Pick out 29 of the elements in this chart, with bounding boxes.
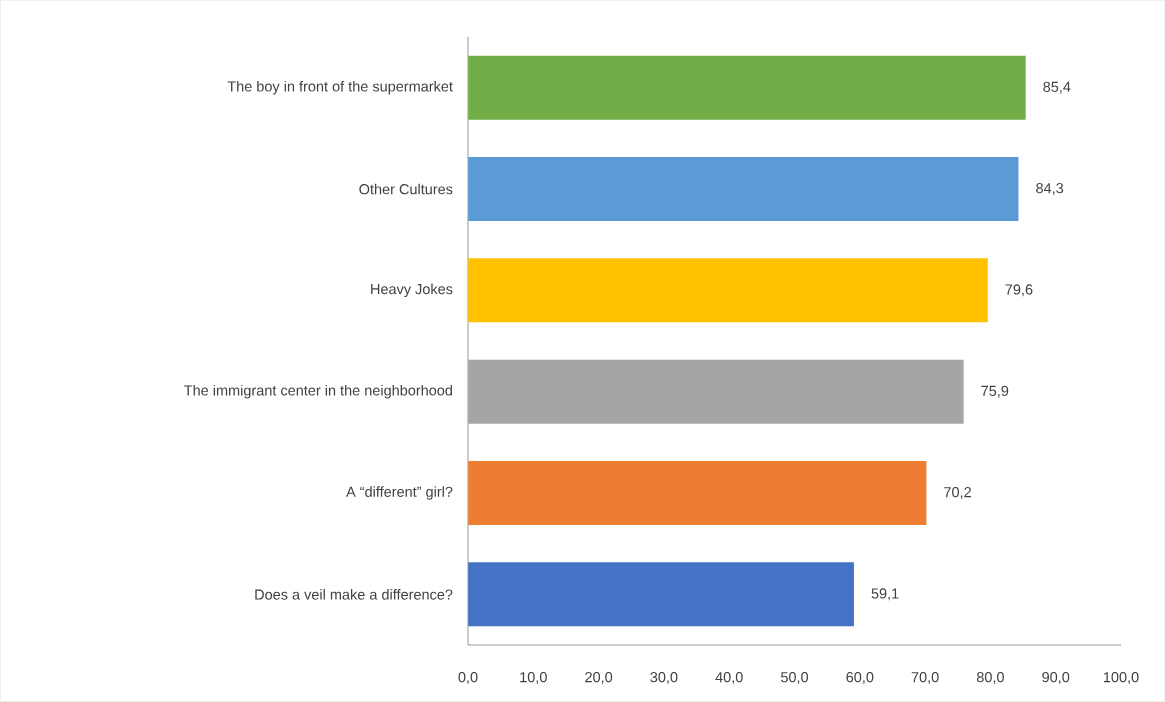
x-tick-label: 10,0 [520,672,547,685]
bar [468,359,964,424]
y-tick-label: A “different” girl? [346,486,453,500]
x-tick-label: 80,0 [976,672,1004,685]
x-tick-label: 100,0 [1103,672,1139,685]
x-tick-label: 20,0 [585,672,613,685]
x-tick-label: 50,0 [780,672,809,685]
data-label: 85,4 [1043,81,1071,94]
x-tick-label: 70,0 [911,672,939,685]
y-tick-label: The boy in front of the supermarket [227,80,453,95]
data-label: 75,9 [981,385,1009,398]
x-tick-label: 30,0 [650,672,678,685]
y-tick-label: Does a veil make a difference? [255,589,453,600]
bar [468,258,988,323]
y-tick-label: The immigrant center in the neighborhood [184,384,452,399]
data-label: 84,3 [1036,183,1064,195]
data-label: 70,2 [944,487,971,499]
data-label: 59,1 [871,588,899,601]
bar [468,55,1026,120]
x-tick-label: 0,0 [458,672,478,685]
x-tick-label: 90,0 [1042,672,1070,685]
x-tick-label: 60,0 [846,672,874,685]
y-tick-label: Other Cultures [359,183,453,195]
x-tick-label: 40,0 [715,672,743,685]
bar [468,562,854,627]
y-tick-label: Heavy Jokes [371,283,453,298]
bar [468,157,1019,222]
data-label: 79,6 [1005,284,1033,297]
bar [468,461,927,526]
